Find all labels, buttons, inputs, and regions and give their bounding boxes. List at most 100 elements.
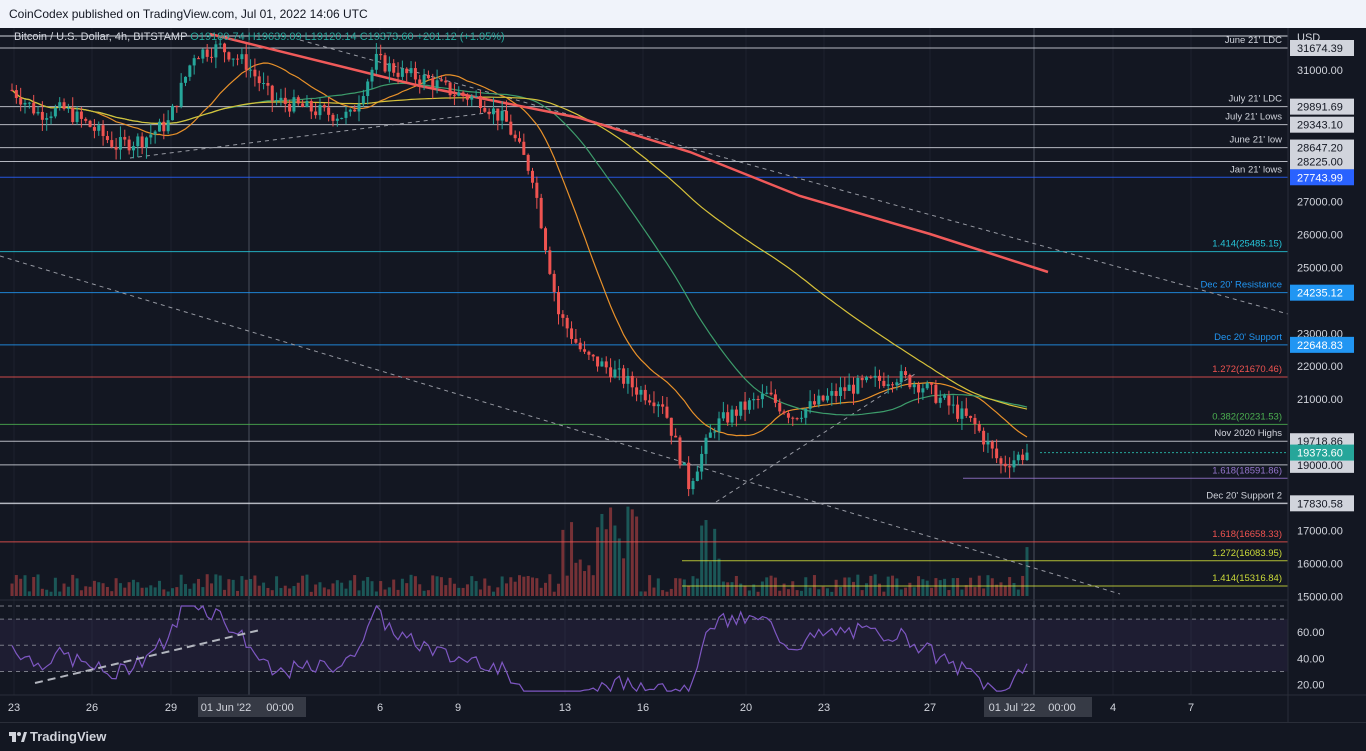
- candle-body-88: [392, 63, 396, 73]
- volume-bar-21: [101, 583, 105, 596]
- volume-bar-95: [422, 590, 426, 596]
- candle-body-57: [257, 76, 261, 84]
- candle-body-135: [596, 356, 600, 367]
- volume-bar-208: [912, 587, 916, 596]
- candle-body-204: [895, 382, 899, 386]
- volume-bar-146: [643, 591, 647, 596]
- price-tag-bg-7: [1290, 284, 1354, 301]
- candle-body-169: [743, 401, 747, 410]
- candle-body-228: [999, 458, 1003, 464]
- price-tag-bg-2: [1290, 116, 1354, 133]
- candle-body-131: [578, 342, 582, 350]
- candle-body-181: [795, 418, 799, 420]
- volume-bar-152: [669, 588, 673, 596]
- time-tick-6: 9: [455, 702, 461, 714]
- volume-bar-187: [821, 586, 825, 596]
- volume-bar-127: [561, 529, 565, 596]
- volume-bar-61: [275, 576, 279, 596]
- candle-body-83: [370, 69, 374, 82]
- candle-body-74: [331, 114, 335, 121]
- candle-body-90: [400, 68, 404, 77]
- candle-body-58: [262, 82, 266, 84]
- candle-body-179: [786, 413, 790, 418]
- candle-body-37: [170, 105, 174, 121]
- candle-body-193: [847, 384, 851, 391]
- rsi-tick-0: 60.00: [1297, 627, 1325, 639]
- time-tick-2: 29: [165, 702, 177, 714]
- volume-bar-3: [23, 575, 27, 596]
- candle-body-219: [960, 408, 964, 419]
- candle-body-195: [856, 377, 860, 394]
- volume-bar-80: [357, 590, 361, 596]
- candle-body-93: [413, 68, 417, 80]
- volume-bar-30: [140, 587, 144, 596]
- volume-bar-68: [305, 574, 309, 596]
- candle-body-4: [27, 102, 31, 104]
- volume-bar-195: [856, 574, 860, 596]
- volume-bar-69: [309, 591, 313, 596]
- candle-body-71: [318, 105, 322, 116]
- volume-bar-62: [279, 587, 283, 596]
- volume-bar-141: [622, 558, 626, 596]
- volume-bar-211: [925, 580, 929, 596]
- volume-bar-91: [405, 583, 409, 596]
- candle-body-65: [292, 97, 296, 112]
- volume-bar-191: [838, 587, 842, 596]
- volume-bar-94: [418, 584, 422, 596]
- candle-body-202: [886, 384, 890, 387]
- volume-bar-25: [118, 583, 122, 596]
- volume-bar-53: [240, 576, 244, 596]
- footer-brand: TradingView: [30, 729, 107, 744]
- candle-body-6: [36, 111, 40, 114]
- candle-body-70: [314, 111, 318, 116]
- price-tick-6: 22000.00: [1297, 361, 1343, 373]
- candle-body-196: [860, 377, 864, 381]
- candle-body-20: [97, 125, 101, 131]
- trendlines: [0, 39, 1288, 595]
- volume-bar-193: [847, 577, 851, 596]
- volume-bar-158: [695, 578, 699, 596]
- volume-bar-57: [257, 585, 261, 596]
- volume-bar-85: [379, 581, 383, 596]
- candle-body-214: [938, 397, 942, 403]
- candle-body-72: [322, 105, 326, 108]
- candle-body-13: [66, 107, 70, 109]
- candle-body-144: [635, 387, 639, 395]
- time-tick-15: 7: [1188, 702, 1194, 714]
- volume-bar-50: [227, 579, 231, 596]
- level-label-10: 0.382(20231.53): [1212, 411, 1282, 422]
- candle-body-33: [153, 131, 157, 135]
- candle-body-156: [687, 462, 691, 490]
- volume-bar-173: [760, 581, 764, 596]
- volume-bar-151: [665, 591, 669, 596]
- candle-body-81: [361, 96, 365, 104]
- candle-body-31: [144, 137, 148, 148]
- volume-bar-228: [999, 582, 1003, 596]
- candle-body-174: [765, 392, 769, 394]
- candle-body-164: [721, 412, 725, 419]
- candle-body-24: [114, 146, 118, 150]
- candle-body-80: [357, 103, 361, 112]
- level-label-2: July 21' Lows: [1225, 112, 1282, 123]
- volume-bar-1: [14, 575, 18, 596]
- candle-body-12: [62, 102, 66, 109]
- volume-bar-113: [500, 576, 504, 596]
- candle-body-194: [851, 384, 855, 394]
- footer-bar: TradingView: [0, 722, 1366, 751]
- candle-body-163: [717, 418, 721, 432]
- volume-bar-162: [713, 528, 717, 596]
- rsi-pane: [0, 599, 1366, 693]
- volume-bar-154: [678, 578, 682, 596]
- price-tag-bg-14: [1290, 495, 1354, 512]
- candle-body-15: [75, 111, 79, 123]
- price-chart[interactable]: June 21' LDC July 21' LDC July 21' Lows Jun…: [0, 28, 1366, 722]
- candle-body-39: [179, 82, 183, 107]
- candle-body-153: [674, 435, 678, 438]
- candle-body-86: [383, 55, 387, 72]
- volume-bar-87: [387, 587, 391, 596]
- grid: [13, 28, 1192, 695]
- candle-body-120: [531, 170, 535, 183]
- volume-bar-10: [53, 577, 57, 596]
- volume-bar-160: [704, 520, 708, 596]
- candle-body-177: [778, 402, 782, 412]
